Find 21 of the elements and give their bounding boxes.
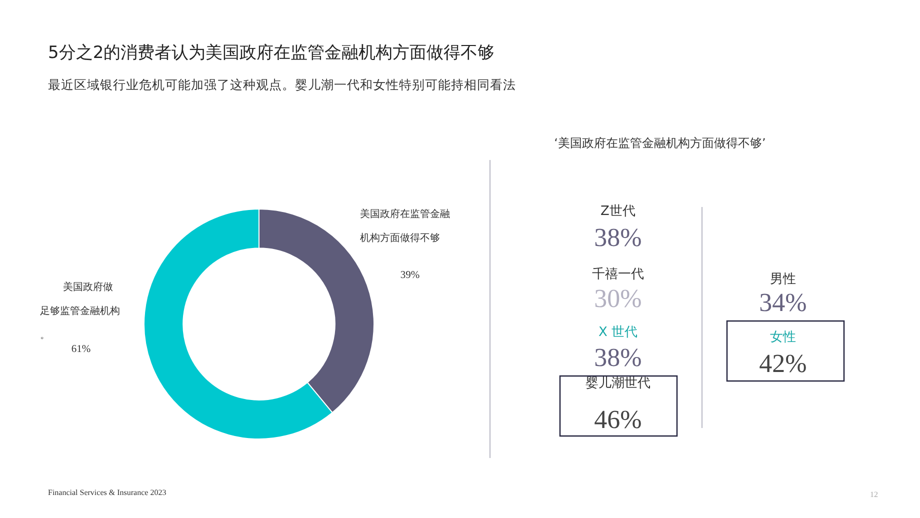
text: 38% — [594, 343, 642, 372]
chart-title: 5分之2的消费者认为美国政府在监管金融机构方面做得不够 — [48, 43, 495, 63]
text: 女性 — [770, 330, 796, 345]
chart-subtitle: 最近区域银行业危机可能加强了这种观点。婴儿潮一代和女性特别可能持相同看法 — [48, 77, 516, 92]
category-label: 美国政府做足够监管金融机构。 — [40, 282, 120, 341]
data-label: 39% — [400, 270, 420, 281]
text: 30% — [594, 284, 642, 313]
text: 46% — [594, 405, 642, 434]
text: Z世代 — [600, 204, 636, 219]
category-label: 美国政府在监管金融机构方面做得不够 — [360, 209, 450, 244]
text: Financial Services & Insurance 2023 — [48, 488, 166, 497]
text: 42% — [759, 349, 807, 378]
text: ‘美国政府在监管金融机构方面做得不够’ — [554, 136, 766, 150]
data-label: 61% — [71, 344, 91, 355]
text: 婴儿潮世代 — [586, 376, 650, 391]
text: 34% — [759, 288, 807, 317]
text: 12 — [870, 490, 878, 499]
text: 千禧一代 — [592, 267, 644, 282]
text: X 世代 — [598, 325, 638, 340]
text: 38% — [594, 223, 642, 252]
text: 男性 — [770, 272, 796, 287]
